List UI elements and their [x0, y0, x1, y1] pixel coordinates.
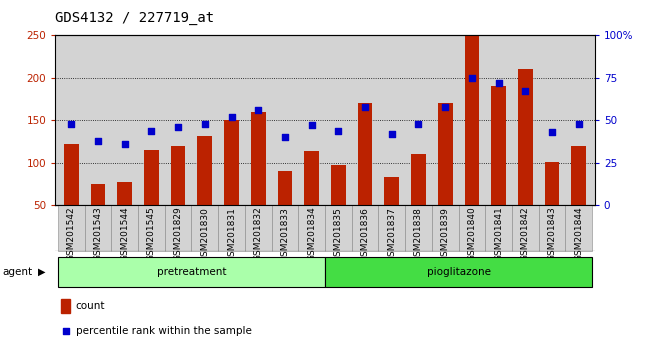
- Bar: [171, 146, 185, 205]
- Text: GSM201835: GSM201835: [334, 207, 343, 262]
- Text: GSM201843: GSM201843: [547, 207, 556, 262]
- Text: GDS4132 / 227719_at: GDS4132 / 227719_at: [55, 11, 214, 25]
- Bar: [278, 171, 292, 205]
- FancyBboxPatch shape: [218, 205, 245, 251]
- FancyBboxPatch shape: [566, 205, 592, 251]
- FancyBboxPatch shape: [272, 205, 298, 251]
- FancyBboxPatch shape: [486, 205, 512, 251]
- FancyBboxPatch shape: [539, 205, 566, 251]
- Bar: [491, 86, 506, 205]
- Text: GSM201832: GSM201832: [254, 207, 263, 262]
- FancyBboxPatch shape: [378, 205, 405, 251]
- Text: GSM201836: GSM201836: [361, 207, 370, 262]
- FancyBboxPatch shape: [458, 205, 486, 251]
- Bar: [465, 35, 479, 205]
- Bar: [90, 184, 105, 205]
- FancyBboxPatch shape: [84, 205, 111, 251]
- Bar: [144, 150, 159, 205]
- Point: [573, 121, 584, 127]
- Point: [93, 138, 103, 144]
- FancyBboxPatch shape: [512, 205, 539, 251]
- Text: GSM201841: GSM201841: [494, 207, 503, 262]
- Text: GSM201839: GSM201839: [441, 207, 450, 262]
- Point: [173, 124, 183, 130]
- Text: GSM201834: GSM201834: [307, 207, 316, 262]
- FancyBboxPatch shape: [111, 205, 138, 251]
- Point: [253, 107, 263, 113]
- FancyBboxPatch shape: [192, 205, 218, 251]
- Text: pioglitazone: pioglitazone: [426, 267, 491, 277]
- Bar: [304, 151, 319, 205]
- Bar: [118, 182, 132, 205]
- FancyBboxPatch shape: [58, 205, 84, 251]
- Point: [520, 88, 530, 94]
- Text: GSM201842: GSM201842: [521, 207, 530, 261]
- Text: GSM201837: GSM201837: [387, 207, 396, 262]
- Text: GSM201838: GSM201838: [414, 207, 423, 262]
- Bar: [331, 165, 346, 205]
- Bar: [411, 154, 426, 205]
- Point: [440, 104, 450, 110]
- Bar: [64, 144, 79, 205]
- Bar: [384, 177, 399, 205]
- Bar: [251, 112, 266, 205]
- Point: [360, 104, 370, 110]
- Bar: [571, 146, 586, 205]
- FancyBboxPatch shape: [352, 205, 378, 251]
- FancyBboxPatch shape: [138, 205, 164, 251]
- Point: [120, 141, 130, 147]
- Text: GSM201829: GSM201829: [174, 207, 183, 262]
- Text: GSM201840: GSM201840: [467, 207, 476, 262]
- Text: GSM201545: GSM201545: [147, 207, 156, 262]
- Point: [547, 130, 557, 135]
- Text: GSM201833: GSM201833: [280, 207, 289, 262]
- Bar: [325, 257, 592, 287]
- Bar: [518, 69, 532, 205]
- Text: GSM201544: GSM201544: [120, 207, 129, 261]
- Text: ▶: ▶: [38, 267, 46, 277]
- Bar: [438, 103, 452, 205]
- Point: [280, 135, 290, 140]
- Bar: [358, 103, 372, 205]
- Bar: [60, 299, 70, 313]
- Text: GSM201844: GSM201844: [574, 207, 583, 261]
- Point: [387, 131, 397, 137]
- Point: [200, 121, 210, 127]
- Text: GSM201542: GSM201542: [67, 207, 76, 261]
- Text: GSM201543: GSM201543: [94, 207, 103, 262]
- Text: GSM201831: GSM201831: [227, 207, 236, 262]
- FancyBboxPatch shape: [432, 205, 458, 251]
- Text: percentile rank within the sample: percentile rank within the sample: [76, 326, 252, 336]
- FancyBboxPatch shape: [164, 205, 192, 251]
- Point: [493, 80, 504, 86]
- FancyBboxPatch shape: [298, 205, 325, 251]
- Point: [333, 128, 344, 133]
- Bar: [545, 162, 560, 205]
- FancyBboxPatch shape: [325, 205, 352, 251]
- FancyBboxPatch shape: [245, 205, 272, 251]
- Point: [146, 128, 157, 133]
- Point: [413, 175, 423, 181]
- Bar: [198, 136, 212, 205]
- Text: count: count: [76, 301, 105, 311]
- FancyBboxPatch shape: [405, 205, 432, 251]
- Point: [226, 114, 237, 120]
- Text: agent: agent: [2, 267, 32, 277]
- Bar: [58, 257, 325, 287]
- Bar: [224, 120, 239, 205]
- Point: [66, 121, 77, 127]
- Text: GSM201830: GSM201830: [200, 207, 209, 262]
- Point: [413, 121, 424, 127]
- Text: pretreatment: pretreatment: [157, 267, 226, 277]
- Point: [306, 122, 317, 128]
- Point: [467, 75, 477, 81]
